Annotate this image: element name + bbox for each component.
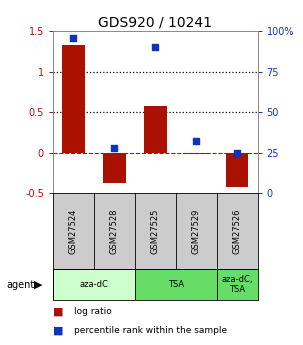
Text: ■: ■	[53, 326, 64, 336]
Bar	[135, 269, 217, 300]
Bar	[103, 152, 126, 183]
Bar	[185, 152, 208, 154]
Text: agent: agent	[6, 280, 34, 289]
Point	[194, 139, 199, 144]
Text: percentile rank within the sample: percentile rank within the sample	[74, 326, 227, 335]
Text: GSM27524: GSM27524	[69, 208, 78, 254]
Text: GSM27525: GSM27525	[151, 208, 160, 254]
Text: GSM27528: GSM27528	[110, 208, 119, 254]
Bar	[62, 45, 85, 152]
Text: ▶: ▶	[34, 280, 42, 289]
Text: log ratio: log ratio	[74, 307, 112, 316]
Bar	[217, 269, 258, 300]
Text: ■: ■	[53, 307, 64, 317]
Bar	[53, 269, 135, 300]
Point	[235, 150, 239, 155]
Text: GSM27529: GSM27529	[192, 208, 201, 254]
Point	[112, 145, 117, 150]
Text: TSA: TSA	[168, 280, 184, 289]
Bar	[144, 106, 167, 152]
Point	[153, 45, 158, 50]
Text: GSM27526: GSM27526	[233, 208, 241, 254]
Bar	[226, 152, 248, 187]
Text: aza-dC,
TSA: aza-dC, TSA	[221, 275, 253, 294]
Point	[71, 35, 76, 40]
Title: GDS920 / 10241: GDS920 / 10241	[98, 16, 212, 30]
Text: aza-dC: aza-dC	[79, 280, 108, 289]
